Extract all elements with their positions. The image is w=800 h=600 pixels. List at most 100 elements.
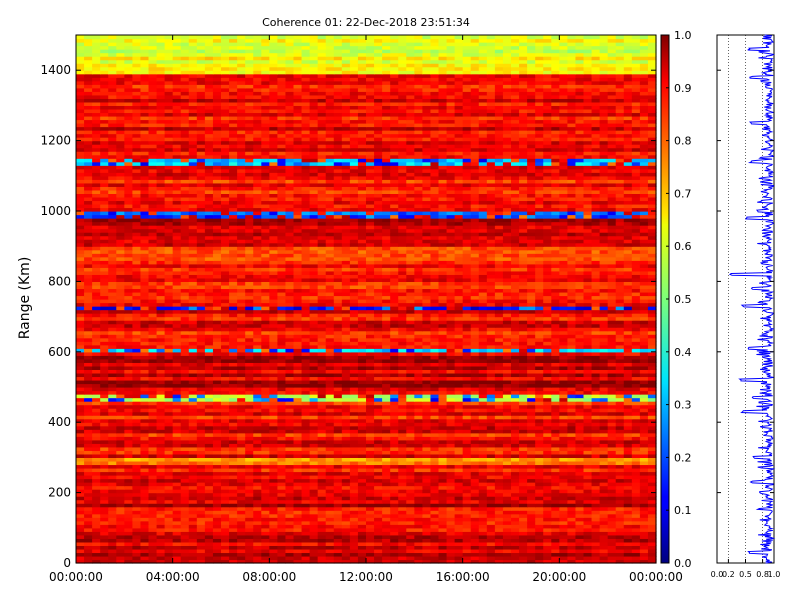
heatmap-cell	[277, 485, 287, 490]
heatmap-cell	[438, 330, 448, 335]
heatmap-cell	[188, 496, 198, 501]
heatmap-cell	[253, 453, 262, 458]
heatmap-cell	[583, 446, 593, 451]
heatmap-cell	[486, 485, 496, 490]
heatmap-cell	[92, 432, 101, 437]
heatmap-cell	[269, 457, 278, 462]
heatmap-cell	[196, 358, 206, 363]
heatmap-cell	[188, 499, 198, 504]
heatmap-cell	[470, 485, 480, 490]
heatmap-cell	[631, 499, 641, 504]
heatmap-cell	[180, 401, 190, 406]
heatmap-cell	[349, 429, 359, 434]
heatmap-cell	[647, 334, 657, 339]
heatmap-cell	[100, 418, 109, 423]
heatmap-cell	[116, 531, 125, 536]
heatmap-cell	[140, 351, 150, 356]
heatmap-cell	[245, 411, 254, 416]
heatmap-cell	[494, 489, 504, 494]
heatmap-cell	[559, 387, 568, 392]
heatmap-cell	[269, 517, 278, 522]
heatmap-cell	[221, 369, 230, 374]
heatmap-cell	[639, 320, 649, 325]
heatmap-cell	[390, 482, 399, 487]
heatmap-cell	[647, 432, 657, 437]
heatmap-cell	[470, 496, 480, 501]
heatmap-cell	[221, 475, 230, 480]
heatmap-cell	[502, 513, 512, 518]
heatmap-cell	[229, 330, 238, 335]
heatmap-cell	[494, 506, 504, 511]
heatmap-cell	[317, 365, 327, 370]
heatmap-cell	[422, 467, 432, 473]
heatmap-cell	[341, 450, 351, 455]
heatmap-cell	[390, 379, 399, 385]
heatmap-cell	[229, 467, 238, 473]
heatmap-cell	[237, 387, 246, 392]
heatmap-cell	[502, 418, 512, 423]
heatmap-cell	[196, 475, 206, 480]
heatmap-cell	[502, 369, 512, 374]
heatmap-cell	[269, 348, 278, 353]
heatmap-cell	[494, 422, 504, 427]
heatmap-cell	[212, 450, 222, 455]
heatmap-cell	[430, 548, 440, 554]
heatmap-cell	[422, 372, 432, 378]
heatmap-cell	[269, 383, 278, 388]
heatmap-cell	[583, 323, 593, 328]
heatmap-cell	[414, 369, 423, 374]
heatmap-cell	[325, 418, 335, 423]
heatmap-cell	[293, 559, 303, 564]
heatmap-cell	[92, 439, 101, 444]
heatmap-cell	[140, 397, 150, 402]
heatmap-cell	[140, 478, 150, 483]
heatmap-cell	[285, 450, 295, 455]
heatmap-cell	[261, 478, 270, 483]
heatmap-cell	[615, 397, 625, 402]
heatmap-cell	[470, 453, 480, 458]
heatmap-cell	[237, 418, 246, 423]
heatmap-cell	[349, 358, 359, 363]
heatmap-cell	[567, 365, 577, 370]
heatmap-cell	[245, 316, 254, 321]
heatmap-cell	[438, 390, 448, 395]
heatmap-cell	[374, 348, 383, 353]
heatmap-cell	[631, 422, 641, 427]
heatmap-cell	[551, 429, 560, 434]
heatmap-cell	[591, 503, 601, 508]
heatmap-cell	[559, 457, 568, 462]
heatmap-cell	[494, 323, 504, 328]
heatmap-cell	[519, 446, 528, 451]
heatmap-cell	[607, 344, 617, 349]
heatmap-cell	[108, 517, 117, 522]
heatmap-cell	[325, 460, 335, 466]
heatmap-cell	[366, 372, 375, 378]
heatmap-cell	[76, 408, 85, 413]
heatmap-cell	[422, 337, 432, 342]
heatmap-cell	[180, 531, 190, 536]
heatmap-cell	[406, 482, 415, 487]
heatmap-cell	[543, 362, 552, 367]
heatmap-cell	[301, 443, 311, 448]
heatmap-cell	[293, 436, 303, 441]
heatmap-cell	[100, 471, 109, 476]
heatmap-cell	[366, 541, 375, 546]
heatmap-cell	[631, 383, 641, 388]
heatmap-cell	[551, 541, 560, 546]
heatmap-cell	[132, 372, 142, 378]
heatmap-cell	[325, 464, 335, 469]
heatmap-cell	[591, 387, 601, 392]
heatmap-cell	[124, 327, 133, 332]
heatmap-cell	[325, 499, 335, 504]
heatmap-cell	[494, 527, 504, 532]
heatmap-cell	[390, 415, 399, 420]
heatmap-cell	[559, 450, 568, 455]
heatmap-cell	[204, 524, 214, 529]
heatmap-cell	[301, 538, 311, 543]
heatmap-cell	[261, 379, 270, 385]
heatmap-cell	[478, 376, 488, 381]
heatmap-cell	[140, 499, 150, 504]
heatmap-cell	[639, 513, 649, 518]
heatmap-cell	[317, 429, 327, 434]
heatmap-cell	[446, 548, 456, 554]
